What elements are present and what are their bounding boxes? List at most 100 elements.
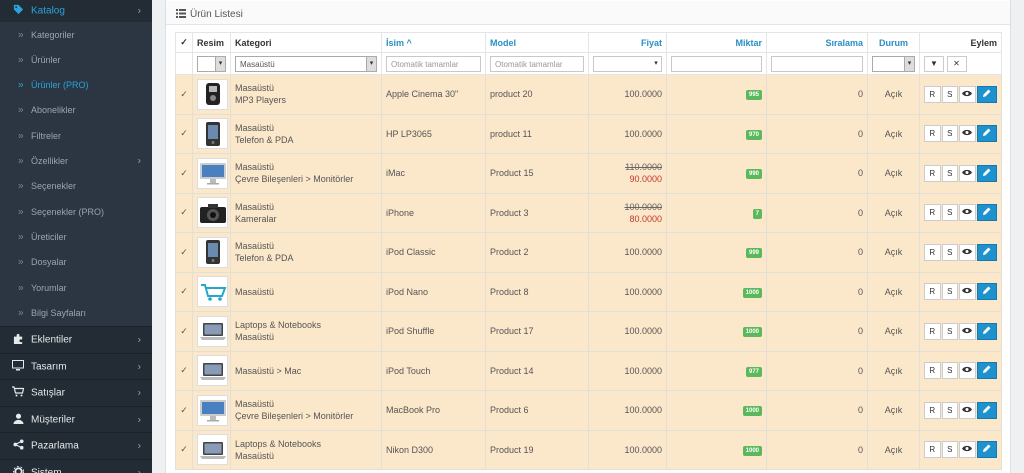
s-button[interactable]: S xyxy=(941,164,959,182)
product-image-cell xyxy=(192,350,231,391)
r-button[interactable]: R xyxy=(924,362,941,380)
edit-button[interactable] xyxy=(976,441,997,459)
row-checkbox[interactable]: ✓ xyxy=(175,113,193,154)
sort-order: 0 xyxy=(766,113,868,154)
column-header-name[interactable]: İsim ^ xyxy=(381,32,486,53)
price-filter-select[interactable]: ▾ xyxy=(593,55,662,72)
filter-cell-quantity xyxy=(666,52,767,75)
edit-button[interactable] xyxy=(976,204,997,222)
clear-filter-button[interactable]: ✕ xyxy=(946,55,967,72)
product-name: HP LP3065 xyxy=(381,113,486,154)
filter-button[interactable]: ▼ xyxy=(924,55,944,72)
r-button[interactable]: R xyxy=(924,441,941,459)
sidebar-item-catalog[interactable]: Katalog › xyxy=(0,0,152,22)
s-button[interactable]: S xyxy=(941,204,959,222)
sidebar-subitem[interactable]: » Kategoriler xyxy=(0,22,152,47)
edit-button[interactable] xyxy=(976,362,997,380)
sidebar-item-müşteriler[interactable]: Müşteriler › xyxy=(0,405,152,433)
row-checkbox[interactable]: ✓ xyxy=(175,74,193,115)
view-button[interactable] xyxy=(959,283,976,301)
edit-button[interactable] xyxy=(976,125,997,143)
row-checkbox[interactable]: ✓ xyxy=(175,232,193,273)
view-button[interactable] xyxy=(959,243,976,261)
select-all-checkbox[interactable]: ✓ xyxy=(175,32,193,53)
r-button[interactable]: R xyxy=(924,243,941,261)
sidebar-subitem-label: Abonelikler xyxy=(31,105,76,116)
sidebar-item-pazarlama[interactable]: Pazarlama › xyxy=(0,432,152,460)
sidebar-item-eklentiler[interactable]: Eklentiler › xyxy=(0,326,152,353)
model-filter-input[interactable]: Otomatik tamamlar xyxy=(490,55,584,72)
sort-filter-input[interactable] xyxy=(771,55,863,72)
r-button[interactable]: R xyxy=(924,85,941,103)
column-header-price[interactable]: Fiyat xyxy=(588,32,667,53)
view-button[interactable] xyxy=(959,125,976,143)
view-button[interactable] xyxy=(959,322,976,340)
s-button[interactable]: S xyxy=(941,85,959,103)
edit-button[interactable] xyxy=(976,401,997,419)
column-header-model[interactable]: Model xyxy=(485,32,589,53)
sidebar-subitem[interactable]: » Yorumlar xyxy=(0,275,152,300)
view-button[interactable] xyxy=(959,204,976,222)
quantity-filter-input[interactable] xyxy=(671,55,762,72)
product-table: ✓ Resim Kategori İsim ^ Model Fiyat Mikt… xyxy=(175,32,1002,470)
row-checkbox[interactable]: ✓ xyxy=(175,350,193,391)
row-checkbox[interactable]: ✓ xyxy=(175,271,193,312)
s-button[interactable]: S xyxy=(941,441,959,459)
sidebar-item-tasarım[interactable]: Tasarım › xyxy=(0,352,152,380)
s-button[interactable]: S xyxy=(941,283,959,301)
column-header-quantity[interactable]: Miktar xyxy=(666,32,767,53)
double-chevron-icon: » xyxy=(18,104,24,116)
s-button[interactable]: S xyxy=(941,401,959,419)
row-checkbox[interactable]: ✓ xyxy=(175,153,193,194)
row-checkbox[interactable]: ✓ xyxy=(175,390,193,431)
r-button[interactable]: R xyxy=(924,125,941,143)
s-button[interactable]: S xyxy=(941,243,959,261)
category-filter-select[interactable]: Masaüstü ▾ xyxy=(235,55,377,72)
r-button[interactable]: R xyxy=(924,164,941,182)
view-button[interactable] xyxy=(959,441,976,459)
view-button[interactable] xyxy=(959,85,976,103)
status-filter-select[interactable]: ▾ xyxy=(872,55,915,72)
column-header-sort[interactable]: Sıralama xyxy=(766,32,868,53)
s-button[interactable]: S xyxy=(941,322,959,340)
price-cell: 100.0000 xyxy=(588,113,667,154)
sidebar-item-sistem[interactable]: Sistem › xyxy=(0,459,152,473)
view-button[interactable] xyxy=(959,401,976,419)
sidebar-subitem[interactable]: » Özellikler › xyxy=(0,149,152,174)
view-button[interactable] xyxy=(959,362,976,380)
s-button[interactable]: S xyxy=(941,362,959,380)
sidebar-subitem[interactable]: » Dosyalar xyxy=(0,250,152,275)
row-checkbox[interactable]: ✓ xyxy=(175,311,193,352)
row-checkbox[interactable]: ✓ xyxy=(175,192,193,233)
edit-button[interactable] xyxy=(976,85,997,103)
sidebar-subitem[interactable]: » Seçenekler (PRO) xyxy=(0,199,152,224)
r-button[interactable]: R xyxy=(924,204,941,222)
r-button[interactable]: R xyxy=(924,401,941,419)
r-button[interactable]: R xyxy=(924,283,941,301)
price-cell: 100.0000 xyxy=(588,390,667,431)
column-header-status[interactable]: Durum xyxy=(867,32,920,53)
edit-button[interactable] xyxy=(976,283,997,301)
column-header-name-label: İsim xyxy=(386,37,405,48)
name-filter-input[interactable]: Otomatik tamamlar xyxy=(386,55,481,72)
sidebar-subitem[interactable]: » Ürünler xyxy=(0,47,152,72)
sidebar-subitem[interactable]: » Abonelikler xyxy=(0,98,152,123)
sidebar-subitem[interactable]: » Seçenekler xyxy=(0,174,152,199)
price-cell: 100.0000 xyxy=(588,271,667,312)
s-button[interactable]: S xyxy=(941,125,959,143)
table-row: ✓ Laptops & Notebooks Masaüstü Nikon D300 Pr… xyxy=(175,429,1002,470)
view-button[interactable] xyxy=(959,164,976,182)
row-checkbox[interactable]: ✓ xyxy=(175,429,193,470)
edit-button[interactable] xyxy=(976,243,997,261)
image-filter-select[interactable]: ▾ xyxy=(197,55,226,72)
r-button[interactable]: R xyxy=(924,322,941,340)
edit-button[interactable] xyxy=(976,164,997,182)
edit-button[interactable] xyxy=(976,322,997,340)
sidebar-item-satışlar[interactable]: Satışlar › xyxy=(0,379,152,407)
status-text: Açık xyxy=(867,232,920,273)
sidebar-subitem[interactable]: » Ürünler (PRO) xyxy=(0,73,152,98)
sidebar-subitem[interactable]: » Üreticiler xyxy=(0,224,152,249)
sidebar-subitem[interactable]: » Bilgi Sayfaları xyxy=(0,300,152,325)
sidebar-subitem[interactable]: » Filtreler xyxy=(0,123,152,148)
